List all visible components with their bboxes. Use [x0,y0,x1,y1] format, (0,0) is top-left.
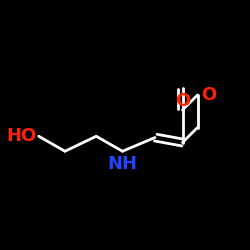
Text: O: O [201,86,216,104]
Text: NH: NH [108,155,138,173]
Text: O: O [175,92,190,110]
Text: HO: HO [6,127,36,145]
